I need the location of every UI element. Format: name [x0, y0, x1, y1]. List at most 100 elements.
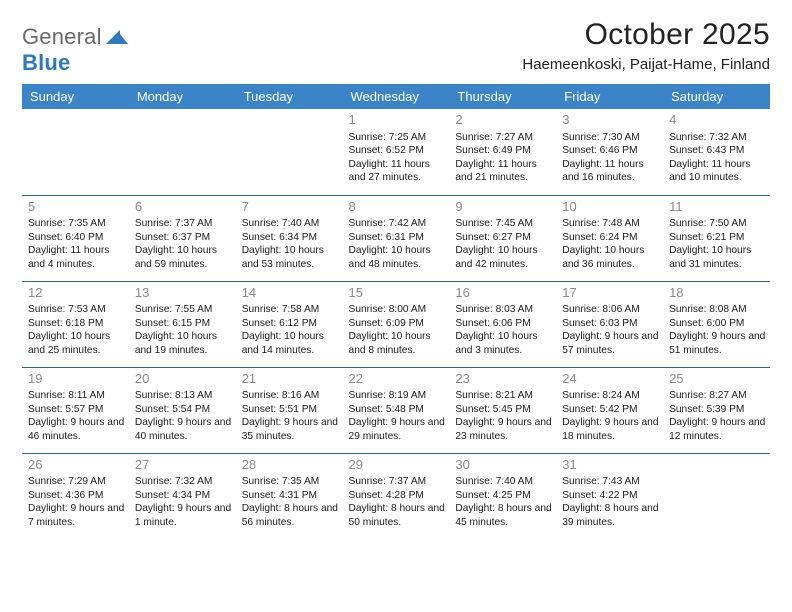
- day-info: Sunrise: 7:32 AMSunset: 6:43 PMDaylight:…: [669, 131, 766, 185]
- day-number: 6: [135, 199, 232, 216]
- daylight-line: Daylight: 8 hours and 39 minutes.: [562, 502, 659, 529]
- calendar-day-cell: 22Sunrise: 8:19 AMSunset: 5:48 PMDayligh…: [343, 367, 450, 453]
- daylight-line: Daylight: 10 hours and 8 minutes.: [349, 330, 446, 357]
- day-number: 9: [455, 199, 552, 216]
- day-number: 15: [349, 285, 446, 302]
- daylight-line: Daylight: 10 hours and 25 minutes.: [28, 330, 125, 357]
- logo: GeneralBlue: [22, 24, 128, 76]
- weekday-header: Monday: [129, 84, 236, 109]
- sunset-line: Sunset: 6:40 PM: [28, 231, 125, 244]
- calendar-day-cell: 20Sunrise: 8:13 AMSunset: 5:54 PMDayligh…: [129, 367, 236, 453]
- day-number: 14: [242, 285, 339, 302]
- day-info: Sunrise: 7:58 AMSunset: 6:12 PMDaylight:…: [242, 303, 339, 357]
- sunrise-line: Sunrise: 8:19 AM: [349, 389, 446, 402]
- day-number: 29: [349, 457, 446, 474]
- sunrise-line: Sunrise: 7:35 AM: [242, 475, 339, 488]
- calendar-day-cell: 11Sunrise: 7:50 AMSunset: 6:21 PMDayligh…: [663, 195, 770, 281]
- calendar-day-cell: 24Sunrise: 8:24 AMSunset: 5:42 PMDayligh…: [556, 367, 663, 453]
- calendar-day-cell: 1Sunrise: 7:25 AMSunset: 6:52 PMDaylight…: [343, 109, 450, 195]
- day-info: Sunrise: 8:21 AMSunset: 5:45 PMDaylight:…: [455, 389, 552, 443]
- calendar-table: Sunday Monday Tuesday Wednesday Thursday…: [22, 84, 770, 539]
- day-number: 11: [669, 199, 766, 216]
- daylight-line: Daylight: 9 hours and 12 minutes.: [669, 416, 766, 443]
- day-number: 23: [455, 371, 552, 388]
- calendar-day-cell: 7Sunrise: 7:40 AMSunset: 6:34 PMDaylight…: [236, 195, 343, 281]
- sunset-line: Sunset: 6:15 PM: [135, 317, 232, 330]
- sunset-line: Sunset: 6:43 PM: [669, 144, 766, 157]
- day-number: 25: [669, 371, 766, 388]
- daylight-line: Daylight: 11 hours and 10 minutes.: [669, 158, 766, 185]
- sunset-line: Sunset: 5:42 PM: [562, 403, 659, 416]
- calendar-day-cell: 10Sunrise: 7:48 AMSunset: 6:24 PMDayligh…: [556, 195, 663, 281]
- calendar-week-row: 12Sunrise: 7:53 AMSunset: 6:18 PMDayligh…: [22, 281, 770, 367]
- calendar-day-cell: 26Sunrise: 7:29 AMSunset: 4:36 PMDayligh…: [22, 453, 129, 539]
- day-info: Sunrise: 8:00 AMSunset: 6:09 PMDaylight:…: [349, 303, 446, 357]
- calendar-day-cell: 5Sunrise: 7:35 AMSunset: 6:40 PMDaylight…: [22, 195, 129, 281]
- day-info: Sunrise: 8:27 AMSunset: 5:39 PMDaylight:…: [669, 389, 766, 443]
- daylight-line: Daylight: 9 hours and 35 minutes.: [242, 416, 339, 443]
- daylight-line: Daylight: 10 hours and 19 minutes.: [135, 330, 232, 357]
- calendar-day-cell: 29Sunrise: 7:37 AMSunset: 4:28 PMDayligh…: [343, 453, 450, 539]
- calendar-day-cell: [22, 109, 129, 195]
- weekday-header: Friday: [556, 84, 663, 109]
- calendar-day-cell: 21Sunrise: 8:16 AMSunset: 5:51 PMDayligh…: [236, 367, 343, 453]
- sunset-line: Sunset: 5:48 PM: [349, 403, 446, 416]
- day-info: Sunrise: 7:27 AMSunset: 6:49 PMDaylight:…: [455, 131, 552, 185]
- day-number: 18: [669, 285, 766, 302]
- day-number: 22: [349, 371, 446, 388]
- sunrise-line: Sunrise: 7:29 AM: [28, 475, 125, 488]
- sunset-line: Sunset: 4:34 PM: [135, 489, 232, 502]
- daylight-line: Daylight: 10 hours and 31 minutes.: [669, 244, 766, 271]
- sunset-line: Sunset: 5:51 PM: [242, 403, 339, 416]
- sunset-line: Sunset: 4:36 PM: [28, 489, 125, 502]
- day-info: Sunrise: 7:45 AMSunset: 6:27 PMDaylight:…: [455, 217, 552, 271]
- sunset-line: Sunset: 6:46 PM: [562, 144, 659, 157]
- calendar-week-row: 5Sunrise: 7:35 AMSunset: 6:40 PMDaylight…: [22, 195, 770, 281]
- calendar-day-cell: 28Sunrise: 7:35 AMSunset: 4:31 PMDayligh…: [236, 453, 343, 539]
- sunset-line: Sunset: 6:49 PM: [455, 144, 552, 157]
- daylight-line: Daylight: 9 hours and 46 minutes.: [28, 416, 125, 443]
- sunrise-line: Sunrise: 7:53 AM: [28, 303, 125, 316]
- sunrise-line: Sunrise: 8:27 AM: [669, 389, 766, 402]
- sunset-line: Sunset: 6:03 PM: [562, 317, 659, 330]
- sunrise-line: Sunrise: 8:11 AM: [28, 389, 125, 402]
- day-number: 4: [669, 112, 766, 129]
- sunrise-line: Sunrise: 8:03 AM: [455, 303, 552, 316]
- sunrise-line: Sunrise: 7:30 AM: [562, 131, 659, 144]
- month-title: October 2025: [522, 18, 770, 52]
- sunrise-line: Sunrise: 7:42 AM: [349, 217, 446, 230]
- day-info: Sunrise: 7:30 AMSunset: 6:46 PMDaylight:…: [562, 131, 659, 185]
- daylight-line: Daylight: 9 hours and 51 minutes.: [669, 330, 766, 357]
- sunrise-line: Sunrise: 7:40 AM: [242, 217, 339, 230]
- day-number: 27: [135, 457, 232, 474]
- day-number: 24: [562, 371, 659, 388]
- sunset-line: Sunset: 6:21 PM: [669, 231, 766, 244]
- calendar-day-cell: 23Sunrise: 8:21 AMSunset: 5:45 PMDayligh…: [449, 367, 556, 453]
- sunset-line: Sunset: 6:12 PM: [242, 317, 339, 330]
- day-info: Sunrise: 7:35 AMSunset: 6:40 PMDaylight:…: [28, 217, 125, 271]
- calendar-day-cell: 4 Sunrise: 7:32 AMSunset: 6:43 PMDaylight…: [663, 109, 770, 195]
- sunrise-line: Sunrise: 7:37 AM: [349, 475, 446, 488]
- sunrise-line: Sunrise: 7:55 AM: [135, 303, 232, 316]
- day-number: 16: [455, 285, 552, 302]
- day-number: 8: [349, 199, 446, 216]
- calendar-day-cell: 18Sunrise: 8:08 AMSunset: 6:00 PMDayligh…: [663, 281, 770, 367]
- calendar-day-cell: 3Sunrise: 7:30 AMSunset: 6:46 PMDaylight…: [556, 109, 663, 195]
- sunset-line: Sunset: 6:24 PM: [562, 231, 659, 244]
- header: GeneralBlue October 2025 Haemeenkoski, P…: [22, 18, 770, 76]
- title-block: October 2025 Haemeenkoski, Paijat-Hame, …: [522, 18, 770, 73]
- calendar-body: 1Sunrise: 7:25 AMSunset: 6:52 PMDaylight…: [22, 109, 770, 539]
- daylight-line: Daylight: 9 hours and 57 minutes.: [562, 330, 659, 357]
- day-info: Sunrise: 7:40 AMSunset: 4:25 PMDaylight:…: [455, 475, 552, 529]
- sunset-line: Sunset: 4:31 PM: [242, 489, 339, 502]
- daylight-line: Daylight: 11 hours and 21 minutes.: [455, 158, 552, 185]
- sunrise-line: Sunrise: 7:32 AM: [135, 475, 232, 488]
- calendar-day-cell: 25Sunrise: 8:27 AMSunset: 5:39 PMDayligh…: [663, 367, 770, 453]
- logo-text: GeneralBlue: [22, 24, 128, 76]
- daylight-line: Daylight: 10 hours and 59 minutes.: [135, 244, 232, 271]
- day-number: 1: [349, 112, 446, 129]
- calendar-day-cell: 13Sunrise: 7:55 AMSunset: 6:15 PMDayligh…: [129, 281, 236, 367]
- sunset-line: Sunset: 6:52 PM: [349, 144, 446, 157]
- sunrise-line: Sunrise: 8:08 AM: [669, 303, 766, 316]
- sunrise-line: Sunrise: 8:16 AM: [242, 389, 339, 402]
